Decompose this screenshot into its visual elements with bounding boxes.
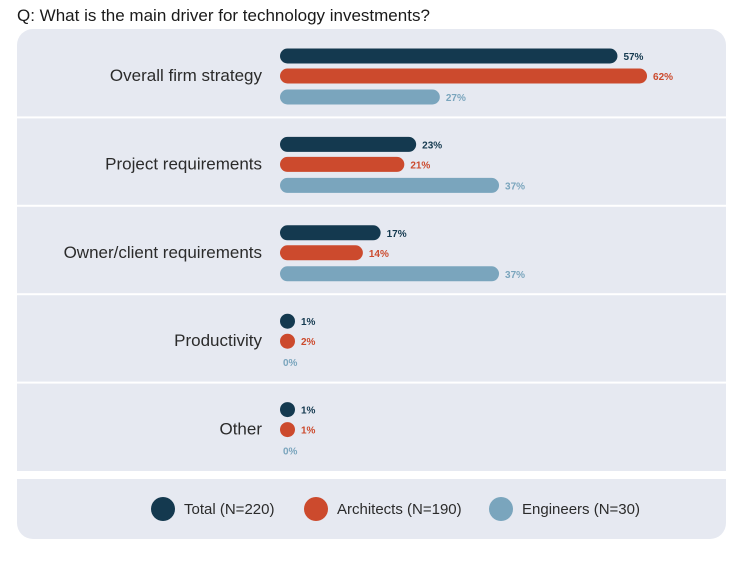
legend-label-engineers: Engineers (N=30): [522, 500, 640, 518]
bar-engineers-owner-client-requirements: [280, 266, 500, 282]
category-label-project-requirements: Project requirements: [105, 154, 262, 173]
legend-item-engineers: Engineers (N=30): [489, 479, 640, 539]
data-label-total-overall-firm-strategy: 57%: [623, 52, 643, 63]
bar-architects-project-requirements: [280, 156, 405, 172]
legend-item-architects: Architects (N=190): [304, 479, 462, 539]
bar-total-project-requirements: [280, 136, 417, 152]
data-label-total-productivity: 1%: [301, 317, 316, 328]
chart-question: Q: What is the main driver for technolog…: [17, 6, 430, 25]
bar-total-owner-client-requirements: [280, 225, 381, 241]
data-label-architects-owner-client-requirements: 14%: [369, 249, 389, 260]
category-label-productivity: Productivity: [174, 331, 262, 350]
data-label-architects-overall-firm-strategy: 62%: [653, 72, 673, 83]
category-label-overall-firm-strategy: Overall firm strategy: [110, 66, 263, 85]
category-label-owner-client-requirements: Owner/client requirements: [64, 243, 262, 262]
legend-swatch-architects: [304, 497, 328, 521]
data-label-engineers-other: 0%: [283, 447, 298, 458]
data-label-total-project-requirements: 23%: [422, 140, 442, 151]
data-label-engineers-productivity: 0%: [283, 358, 298, 369]
bar-total-other: [280, 402, 295, 418]
category-label-other: Other: [219, 420, 262, 439]
bar-engineers-overall-firm-strategy: [280, 89, 440, 105]
bar-architects-owner-client-requirements: [280, 245, 363, 261]
data-label-engineers-project-requirements: 37%: [505, 181, 525, 192]
bar-architects-other: [280, 422, 295, 438]
chart-panel: Overall firm strategy 57% 62% 27% Project re…: [17, 29, 726, 471]
bar-architects-overall-firm-strategy: [280, 68, 648, 84]
bar-total-productivity: [280, 313, 295, 329]
bar-chart: Overall firm strategy 57% 62% 27% Project re…: [17, 48, 726, 458]
data-label-engineers-overall-firm-strategy: 27%: [446, 93, 466, 104]
group-divider: [17, 204, 726, 207]
bar-engineers-project-requirements: [280, 177, 500, 193]
data-label-architects-project-requirements: 21%: [410, 160, 430, 171]
legend-item-total: Total (N=220): [151, 479, 274, 539]
bar-architects-productivity: [280, 333, 295, 349]
data-label-engineers-owner-client-requirements: 37%: [505, 270, 525, 281]
data-label-total-other: 1%: [301, 406, 316, 417]
legend-label-architects: Architects (N=190): [337, 500, 462, 518]
data-label-architects-other: 1%: [301, 426, 316, 437]
legend-swatch-engineers: [489, 497, 513, 521]
legend-swatch-total: [151, 497, 175, 521]
group-divider: [17, 293, 726, 296]
legend: Total (N=220) Architects (N=190) Enginee…: [17, 479, 726, 539]
data-label-architects-productivity: 2%: [301, 337, 316, 348]
group-divider: [17, 381, 726, 384]
legend-label-total: Total (N=220): [184, 500, 275, 518]
data-label-total-owner-client-requirements: 17%: [387, 229, 407, 240]
group-divider: [17, 116, 726, 119]
bar-total-overall-firm-strategy: [280, 48, 618, 64]
